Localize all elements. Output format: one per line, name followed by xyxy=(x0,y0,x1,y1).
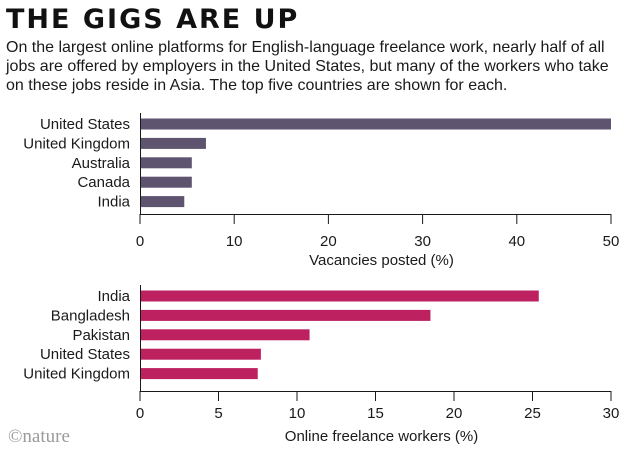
chart2-tick-label: 30 xyxy=(603,405,620,422)
chart1-bar xyxy=(141,196,185,208)
chart2-tick-label: 0 xyxy=(136,405,144,422)
chart2-bar xyxy=(141,309,431,321)
chart-title: THE GIGS ARE UP xyxy=(6,4,300,35)
chart1-bar xyxy=(141,137,206,149)
chart2-tick-label: 20 xyxy=(446,405,463,422)
chart2-category-label: United Kingdom xyxy=(23,366,130,383)
chart2-tick-label: 15 xyxy=(367,405,384,422)
chart1-tick-label: 0 xyxy=(136,233,144,250)
chart2-tick-label: 25 xyxy=(524,405,541,422)
chart1-tick-label: 50 xyxy=(603,233,620,250)
chart2-bar xyxy=(141,368,258,380)
chart2-category-label: Pakistan xyxy=(72,327,130,344)
chart1-tick-label: 20 xyxy=(320,233,337,250)
nature-credit: ©nature xyxy=(8,426,70,447)
chart1-category-label: Australia xyxy=(72,155,131,172)
chart2-tick-label: 5 xyxy=(214,405,222,422)
chart1-category-label: Canada xyxy=(77,174,130,191)
chart1-x-axis-label: Vacancies posted (%) xyxy=(309,252,454,269)
chart2-bar xyxy=(141,329,310,341)
chart2-bar xyxy=(141,290,539,302)
chart2-x-axis-label: Online freelance workers (%) xyxy=(285,428,478,445)
chart1-category-label: United Kingdom xyxy=(23,135,130,152)
chart1-bar xyxy=(141,118,611,130)
chart1-bar xyxy=(141,176,192,188)
chart2-category-label: India xyxy=(97,288,130,305)
chart1-tick-label: 40 xyxy=(508,233,525,250)
chart2-tick-label: 10 xyxy=(289,405,306,422)
chart2-bar xyxy=(141,348,261,360)
chart1-tick-label: 30 xyxy=(414,233,431,250)
chart1-bar xyxy=(141,157,192,169)
chart1-category-label: United States xyxy=(40,116,130,133)
chart2-category-label: Bangladesh xyxy=(51,307,130,324)
chart-subtitle: On the largest online platforms for Engl… xyxy=(6,39,609,94)
chart1-tick-label: 10 xyxy=(226,233,243,250)
chart2-category-label: United States xyxy=(40,346,130,363)
chart1-category-label: India xyxy=(97,194,130,211)
